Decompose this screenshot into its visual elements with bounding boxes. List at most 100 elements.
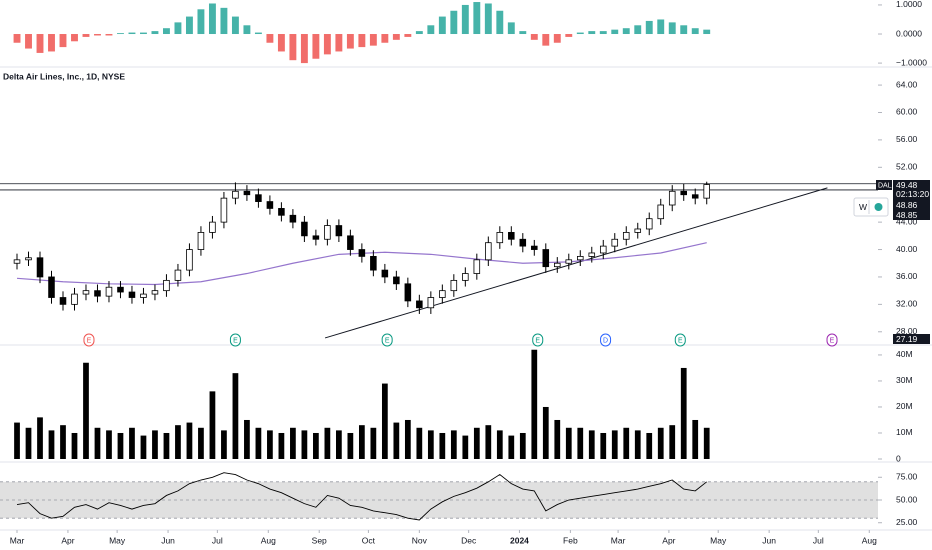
volume-bar <box>508 435 515 459</box>
volume-bar <box>255 427 262 459</box>
y-tick-label: 20M <box>896 401 913 411</box>
chart-title: Delta Air Lines, Inc., 1D, NYSE <box>3 71 125 81</box>
candle-body <box>232 190 239 199</box>
interval-control[interactable]: W <box>853 197 889 217</box>
volume-bar <box>324 427 331 459</box>
histogram-bar <box>427 25 435 35</box>
histogram-bar <box>140 32 147 35</box>
histogram-bar <box>71 34 78 42</box>
candle-body <box>542 249 550 268</box>
histogram-bar <box>335 34 343 52</box>
candle-body <box>381 269 389 278</box>
candle-body <box>519 238 527 247</box>
histogram-bar <box>507 22 515 35</box>
candle-body <box>140 293 147 298</box>
event-label: E <box>87 337 92 344</box>
volume-bar <box>267 430 273 459</box>
histogram-bar <box>622 28 630 35</box>
volume-bar <box>14 422 20 459</box>
histogram-bar <box>13 34 21 43</box>
candle-body <box>416 300 423 309</box>
histogram-bar <box>576 32 584 35</box>
candle-body <box>105 286 113 297</box>
histogram-bar <box>668 22 676 35</box>
volume-bar <box>152 430 158 459</box>
y-tick-label: 32.00 <box>896 299 918 309</box>
histogram-bar <box>657 19 665 35</box>
volume-bar <box>600 432 607 459</box>
x-tick-label: Mar <box>611 535 626 545</box>
candle-body <box>450 279 458 292</box>
trendline <box>324 187 828 339</box>
event-marker <box>674 333 686 347</box>
candle-body <box>680 190 688 196</box>
candle-body <box>71 293 78 305</box>
volume-bar <box>439 432 446 459</box>
volume-bar <box>703 427 710 459</box>
volume-bar <box>462 435 469 459</box>
histogram-bar <box>346 34 354 49</box>
histogram-bar <box>82 34 90 37</box>
volume-bar <box>175 425 181 459</box>
control-box[interactable] <box>853 197 889 217</box>
histogram-bar <box>542 34 550 46</box>
histogram-bar <box>703 29 711 35</box>
histogram-bar <box>450 10 458 35</box>
histogram-bar <box>151 31 159 35</box>
volume-bar <box>209 391 216 459</box>
y-tick-label: 52.00 <box>896 162 918 172</box>
histogram-bar <box>392 34 400 40</box>
volume-bar <box>565 427 572 459</box>
y-tick-label: 64.00 <box>896 79 918 89</box>
volume-bar <box>485 425 492 459</box>
candle-body <box>347 235 354 250</box>
volume-bar <box>473 427 480 459</box>
volume-bar <box>531 349 538 459</box>
candle-body <box>622 232 630 240</box>
x-tick-label: Jun <box>161 535 175 545</box>
candle-body <box>485 242 492 261</box>
candle-body <box>82 290 90 295</box>
candle-body <box>335 225 343 237</box>
histogram-bar <box>312 34 320 59</box>
x-tick-label: 2024 <box>510 535 529 545</box>
candle-body <box>358 249 366 257</box>
price-tag <box>893 334 930 344</box>
interval-button[interactable]: W <box>859 202 867 212</box>
status-dot[interactable] <box>874 203 883 211</box>
volume-bar <box>370 427 377 459</box>
candle-body <box>577 255 584 261</box>
candle-body <box>289 214 297 223</box>
candle-body <box>36 257 44 278</box>
y-tick-label: 10M <box>896 427 913 437</box>
event-label: E <box>535 337 540 344</box>
x-tick-label: May <box>710 535 727 545</box>
candle-body <box>508 232 515 240</box>
volume-bar <box>634 430 641 459</box>
histogram-bar <box>277 34 285 52</box>
candle-body <box>370 255 377 271</box>
histogram-bar <box>105 34 113 36</box>
volume-bar <box>680 367 687 459</box>
histogram-bar <box>530 34 538 40</box>
price-tag-label: 48.86 <box>896 200 918 210</box>
volume-bar <box>669 425 676 459</box>
histogram-bar <box>208 3 216 35</box>
volume-bar <box>427 430 434 459</box>
volume-bar <box>71 432 78 459</box>
histogram-bar <box>473 2 481 35</box>
histogram-bar <box>266 34 274 43</box>
volume-bar <box>25 427 32 459</box>
volume-bar <box>381 383 388 459</box>
histogram-bar <box>323 34 331 55</box>
candle-body <box>13 259 21 264</box>
volume-bar <box>657 427 664 459</box>
x-tick-label: Feb <box>563 535 578 545</box>
histogram-bar <box>565 34 573 37</box>
histogram-bar <box>358 34 366 48</box>
candle-body <box>163 279 170 292</box>
x-tick-label: Dec <box>461 535 477 545</box>
x-tick-label: Apr <box>662 535 675 545</box>
candle-body <box>266 201 274 209</box>
histogram-bar <box>220 7 228 35</box>
